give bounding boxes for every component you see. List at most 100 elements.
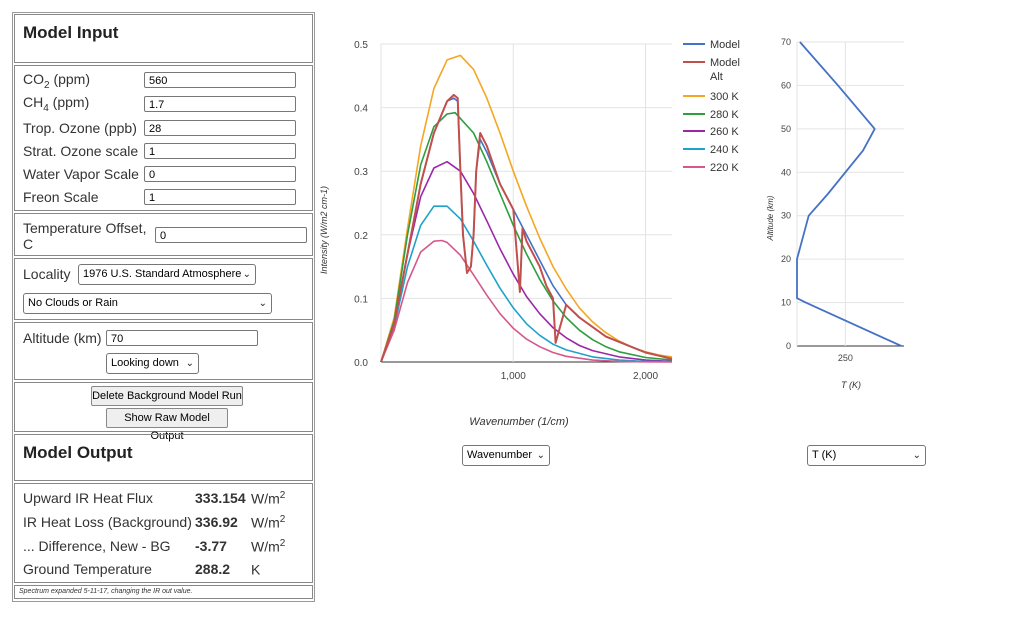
locality-label: Locality <box>23 266 71 282</box>
spectrum-series-line <box>380 111 673 363</box>
locality-select[interactable]: 1976 U.S. Standard Atmosphere ⌄ <box>78 264 256 285</box>
ch4-input[interactable]: 1.7 <box>144 96 296 112</box>
difference-unit: W/m2 <box>251 538 286 555</box>
trop-ozone-input[interactable]: 28 <box>144 120 296 136</box>
legend-label: 300 K <box>710 91 739 103</box>
profile-y-tick-label: 40 <box>781 167 791 177</box>
spectrum-legend: Model Model Alt 300 K 280 K 260 K 240 K 220 K <box>683 39 740 174</box>
difference-label: ... Difference, New - BG <box>23 538 171 554</box>
temp-offset-label-line1: Temperature Offset, <box>23 220 147 236</box>
legend-label: 260 K <box>710 126 739 138</box>
profile-grid <box>796 41 904 347</box>
ir-heat-loss-label: IR Heat Loss (Background) <box>23 514 192 530</box>
spectrum-x-tick-label: 1,000 <box>501 371 526 382</box>
profile-lines <box>796 41 902 347</box>
profile-x-axis-label: T (K) <box>841 380 861 390</box>
profile-axes: 0 10 20 30 40 50 60 70 250 <box>781 37 853 363</box>
spectrum-x-tick-label: 2,000 <box>633 371 658 382</box>
chevron-down-icon: ⌄ <box>258 298 267 309</box>
legend-label: 220 K <box>710 162 739 174</box>
legend-label: 240 K <box>710 144 739 156</box>
model-output-header: Model Output <box>14 434 313 481</box>
co2-label: CO2 (ppm) <box>23 71 91 91</box>
legend-label: Alt <box>710 71 723 83</box>
altitude-input[interactable]: 70 <box>106 330 258 346</box>
ir-heat-loss-unit: W/m2 <box>251 514 286 531</box>
looking-select[interactable]: Looking down ⌄ <box>106 353 199 374</box>
chevron-down-icon: ⌄ <box>185 358 194 369</box>
profile-y-tick-label: 0 <box>786 341 791 351</box>
clouds-select[interactable]: No Clouds or Rain ⌄ <box>23 293 272 314</box>
spectrum-lines <box>380 54 673 363</box>
upward-ir-label: Upward IR Heat Flux <box>23 490 153 506</box>
profile-y-tick-label: 50 <box>781 124 791 134</box>
spectrum-y-tick-label: 0.3 <box>354 167 368 178</box>
spectrum-series-line <box>380 54 673 363</box>
spectrum-x-select-value: Wavenumber <box>467 449 533 461</box>
upward-ir-unit: W/m2 <box>251 490 286 507</box>
spectrum-series-line <box>380 160 673 363</box>
legend-label: 280 K <box>710 109 739 121</box>
spectrum-series-line <box>380 205 673 363</box>
profile-x-select[interactable]: T (K) ⌄ <box>807 445 926 466</box>
version-note: Spectrum expanded 5-11-17, changing the … <box>19 588 193 595</box>
altitude-box: Altitude (km) 70 Looking down ⌄ <box>14 322 313 380</box>
ground-temp-value: 288.2 <box>195 561 231 577</box>
ground-temp-unit: K <box>251 561 261 578</box>
ground-temp-label: Ground Temperature <box>23 561 152 577</box>
clouds-select-value: No Clouds or Rain <box>28 297 118 309</box>
water-vapor-label: Water Vapor Scale <box>23 166 139 182</box>
spectrum-x-select[interactable]: Wavenumber ⌄ <box>462 445 550 466</box>
spectrum-y-axis-label: Intensity (W/m2 cm-1) <box>320 186 329 274</box>
looking-select-value: Looking down <box>111 357 179 369</box>
legend-label: Model <box>710 39 740 51</box>
spectrum-x-axis-label: Wavenumber (1/cm) <box>469 416 569 428</box>
profile-y-tick-label: 20 <box>781 254 791 264</box>
temperature-profile-line <box>796 41 902 347</box>
temp-offset-label-line2: C <box>23 236 34 252</box>
spectrum-grid <box>380 43 672 363</box>
spectrum-series-line <box>380 97 673 363</box>
profile-y-tick-label: 30 <box>781 211 791 221</box>
freon-label: Freon Scale <box>23 189 99 205</box>
spectrum-y-tick-label: 0.0 <box>354 358 368 369</box>
gas-inputs: CO2 (ppm) 560 CH4 (ppm) 1.7 Trop. Ozone … <box>14 65 313 211</box>
temp-offset-input[interactable]: 0 <box>155 227 307 243</box>
profile-y-tick-label: 10 <box>781 298 791 308</box>
chevron-down-icon: ⌄ <box>912 450 921 461</box>
freon-input[interactable]: 1 <box>144 189 296 205</box>
model-panel: Model Input CO2 (ppm) 560 CH4 (ppm) 1.7 … <box>12 12 315 602</box>
chevron-down-icon: ⌄ <box>536 450 545 461</box>
trop-ozone-label: Trop. Ozone (ppb) <box>23 120 137 136</box>
strat-ozone-input[interactable]: 1 <box>144 143 296 159</box>
spectrum-series-line <box>380 239 673 363</box>
profile-chart: 0 10 20 30 40 50 60 70 250 T (K) Altitude (km) <box>766 37 904 390</box>
water-vapor-input[interactable]: 0 <box>144 166 296 182</box>
ch4-label: CH4 (ppm) <box>23 94 90 114</box>
spectrum-axes: 0.0 0.1 0.2 0.3 0.4 0.5 1,000 2,000 <box>354 40 658 382</box>
note-box: Spectrum expanded 5-11-17, changing the … <box>14 585 313 599</box>
profile-x-tick-label: 250 <box>838 353 853 363</box>
spectrum-y-tick-label: 0.5 <box>354 40 368 51</box>
profile-x-select-value: T (K) <box>812 449 837 461</box>
buttons-box: Delete Background Model Run Show Raw Mod… <box>14 382 313 442</box>
delete-background-button[interactable]: Delete Background Model Run <box>91 386 243 406</box>
spectrum-y-tick-label: 0.2 <box>354 231 368 242</box>
profile-y-tick-label: 60 <box>781 80 791 90</box>
locality-box: Locality 1976 U.S. Standard Atmosphere ⌄… <box>14 258 313 320</box>
model-output-values: Upward IR Heat Flux 333.154 W/m2 IR Heat… <box>14 483 313 583</box>
profile-y-axis-label: Altitude (km) <box>766 195 775 241</box>
strat-ozone-label: Strat. Ozone scale <box>23 143 139 159</box>
show-raw-output-button[interactable]: Show Raw Model Output <box>106 408 228 442</box>
spectrum-chart: 0.0 0.1 0.2 0.3 0.4 0.5 1,000 2,000 Model Model A… <box>320 39 740 428</box>
chevron-down-icon: ⌄ <box>242 269 251 280</box>
altitude-label: Altitude (km) <box>23 330 102 346</box>
locality-select-value: 1976 U.S. Standard Atmosphere <box>83 268 242 280</box>
temp-offset-box: Temperature Offset, C 0 <box>14 213 313 256</box>
upward-ir-value: 333.154 <box>195 490 246 506</box>
spectrum-y-tick-label: 0.1 <box>354 294 368 305</box>
co2-input[interactable]: 560 <box>144 72 296 88</box>
model-input-header: Model Input <box>14 14 313 63</box>
spectrum-series-line <box>380 93 673 363</box>
model-input-title: Model Input <box>23 23 119 42</box>
